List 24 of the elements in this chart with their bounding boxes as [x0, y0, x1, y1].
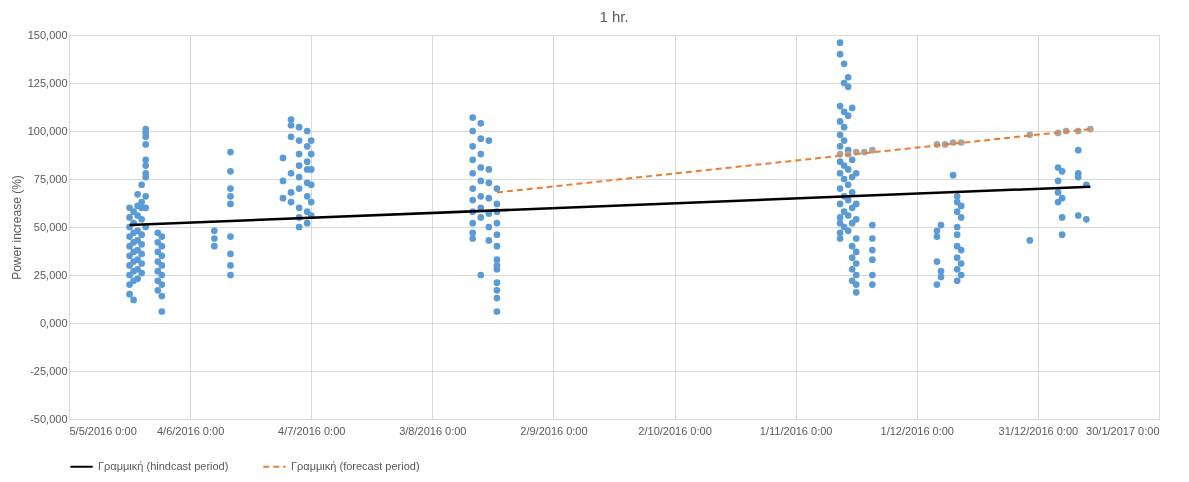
y-tick-label: -25,000	[30, 364, 68, 377]
y-tick-label: 100,000	[27, 124, 68, 137]
x-tick-label: 3/8/2016 0:00	[399, 424, 467, 437]
y-tick-label: 150,000	[27, 28, 68, 41]
legend-label: Γραμμική (hindcast period)	[98, 459, 229, 472]
point	[869, 146, 876, 154]
x-tick-label: 30/1/2017 0:00	[1086, 424, 1160, 437]
y-tick-label: 25,000	[33, 268, 68, 281]
y-tick-label: 75,000	[33, 172, 68, 185]
y-axis-title: Power increase (%)	[9, 175, 24, 280]
x-tick-label: 31/12/2016 0:00	[998, 424, 1079, 437]
x-tick-label: 4/7/2016 0:00	[278, 424, 346, 437]
chart-title: 1 hr.	[599, 8, 629, 25]
x-tick-label: 2/10/2016 0:00	[638, 424, 712, 437]
x-tick-label: 1/11/2016 0:00	[759, 424, 833, 437]
y-tick-label: 0,000	[39, 316, 68, 329]
y-tick-label: -50,000	[30, 412, 68, 425]
x-tick-label: 2/9/2016 0:00	[520, 424, 588, 437]
x-tick-label: 5/5/2016 0:00	[69, 424, 137, 437]
legend-label: Γραμμική (forecast period)	[291, 459, 420, 472]
x-tick-label: 4/6/2016 0:00	[156, 424, 225, 437]
y-tick-label: 125,000	[27, 76, 68, 89]
x-tick-label: 1/12/2016 0:00	[880, 424, 954, 437]
y-tick-label: 50,000	[33, 220, 68, 233]
